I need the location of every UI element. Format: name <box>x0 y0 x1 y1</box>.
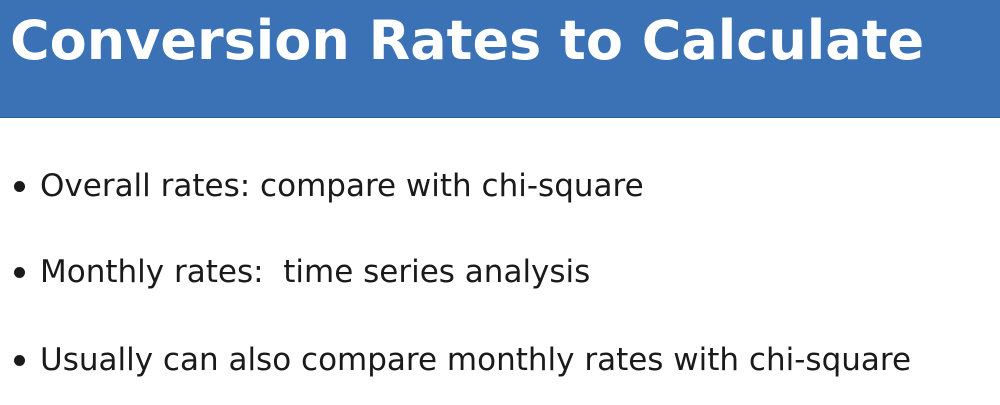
bullet-text: Usually can also compare monthly rates w… <box>40 342 912 378</box>
bullet-text: Monthly rates: time series analysis <box>40 254 591 290</box>
bullet-item-overall-rates: Overall rates: compare with chi-square <box>14 163 644 209</box>
bullet-text: Overall rates: compare with chi-square <box>40 168 644 204</box>
slide-title: Conversion Rates to Calculate <box>10 9 925 72</box>
bullet-item-compare-monthly: Usually can also compare monthly rates w… <box>14 337 911 383</box>
bullet-item-monthly-rates: Monthly rates: time series analysis <box>14 249 590 295</box>
title-banner: Conversion Rates to Calculate <box>0 0 1000 118</box>
bullet-icon <box>14 180 25 192</box>
bullet-icon <box>14 266 25 278</box>
bullet-icon <box>14 354 25 366</box>
